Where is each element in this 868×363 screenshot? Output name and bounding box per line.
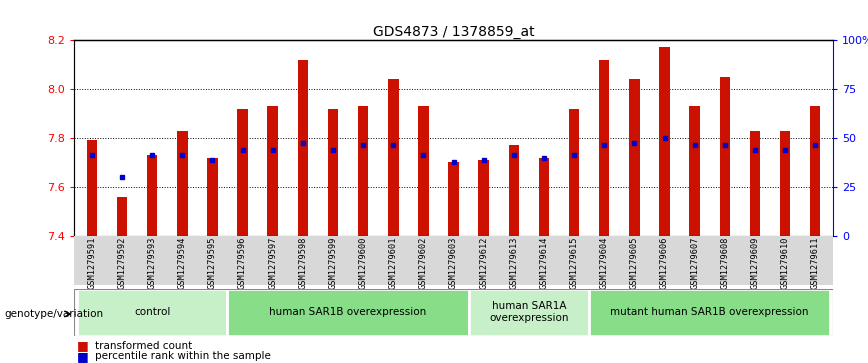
Text: control: control [134,307,170,317]
Text: GSM1279609: GSM1279609 [751,237,760,289]
Bar [116,197,128,236]
Bar [689,106,700,236]
Text: GSM1279606: GSM1279606 [660,237,669,289]
Text: genotype/variation: genotype/variation [4,309,103,319]
Bar [237,109,248,236]
Bar [328,109,339,236]
Bar [810,106,820,236]
Bar [589,289,831,336]
Text: GSM1279599: GSM1279599 [328,237,338,289]
Bar [87,140,97,236]
Text: GSM1279597: GSM1279597 [268,237,277,289]
Bar [478,160,489,236]
Text: transformed count: transformed count [95,340,193,351]
Text: GSM1279605: GSM1279605 [630,237,639,289]
Bar [779,131,791,236]
Bar [629,79,640,236]
Title: GDS4873 / 1378859_at: GDS4873 / 1378859_at [372,25,535,39]
Text: GSM1279601: GSM1279601 [389,237,398,289]
Bar [750,131,760,236]
Text: human SAR1A
overexpression: human SAR1A overexpression [490,301,569,323]
Bar [76,289,227,336]
Bar [448,163,459,236]
Bar [298,60,308,236]
Text: ■: ■ [76,339,89,352]
Text: GSM1279612: GSM1279612 [479,237,488,289]
Bar [177,131,187,236]
Text: GSM1279592: GSM1279592 [117,237,127,289]
Text: GSM1279610: GSM1279610 [780,237,790,289]
Bar [227,289,469,336]
Text: GSM1279598: GSM1279598 [299,237,307,289]
Text: GSM1279615: GSM1279615 [569,237,579,289]
Bar [267,106,278,236]
Bar [509,145,519,236]
Text: GSM1279604: GSM1279604 [600,237,608,289]
Bar [418,106,429,236]
Text: GSM1279596: GSM1279596 [238,237,247,289]
Text: human SAR1B overexpression: human SAR1B overexpression [269,307,427,317]
Text: GSM1279591: GSM1279591 [88,237,96,289]
Text: GSM1279613: GSM1279613 [510,237,518,289]
Bar [720,77,730,236]
Text: GSM1279614: GSM1279614 [539,237,549,289]
Bar [388,79,398,236]
Bar [147,155,157,236]
Bar [539,158,549,236]
Bar [659,47,670,236]
Text: percentile rank within the sample: percentile rank within the sample [95,351,272,362]
Bar [599,60,609,236]
Text: GSM1279600: GSM1279600 [358,237,368,289]
Text: GSM1279594: GSM1279594 [178,237,187,289]
Text: GSM1279603: GSM1279603 [449,237,458,289]
Text: ■: ■ [76,350,89,363]
Bar [358,106,368,236]
Text: GSM1279611: GSM1279611 [811,237,819,289]
Text: GSM1279602: GSM1279602 [419,237,428,289]
Text: GSM1279593: GSM1279593 [148,237,156,289]
Bar [207,158,218,236]
Text: GSM1279608: GSM1279608 [720,237,729,289]
Bar [469,289,589,336]
Bar [569,109,579,236]
Text: GSM1279607: GSM1279607 [690,237,699,289]
Text: mutant human SAR1B overexpression: mutant human SAR1B overexpression [610,307,809,317]
Text: GSM1279595: GSM1279595 [208,237,217,289]
